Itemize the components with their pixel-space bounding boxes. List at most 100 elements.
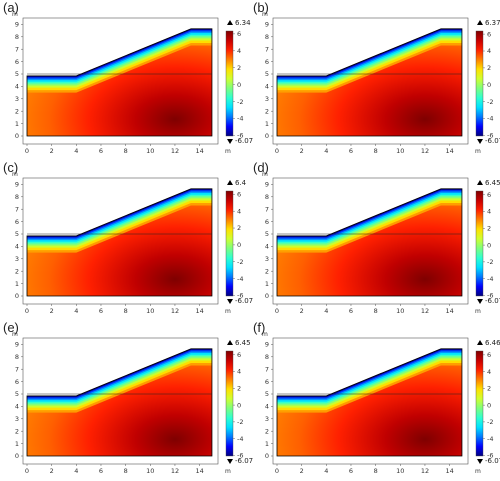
y-tick-label: 8 xyxy=(15,33,19,41)
y-tick-label: 5 xyxy=(265,230,269,238)
y-tick-label: 1 xyxy=(15,120,19,128)
panel-label: (d) xyxy=(253,160,269,175)
y-tick-label: 1 xyxy=(15,280,19,288)
y-tick-label: 9 xyxy=(15,21,19,29)
y-tick-label: 8 xyxy=(15,353,19,361)
x-tick-label: 12 xyxy=(171,467,179,475)
max-marker-icon xyxy=(227,340,233,345)
x-tick-label: 6 xyxy=(99,147,103,155)
axes-frame xyxy=(22,17,219,145)
contour-plot: 0 2 4 6 8 10 12 140123456789mm6420-2-4-66.34-6.… xyxy=(12,11,253,155)
slope-boundary xyxy=(276,28,463,137)
panel-e: (e) 0 2 4 6 8 10 12 14 0 1 2 3 4 5 6 7 8 9 m m 6 4 2 0 -2 -4 -6 6.4… xyxy=(0,320,253,480)
y-tick-label: 7 xyxy=(15,365,19,373)
x-tick-label: 2 xyxy=(300,467,304,475)
x-tick-label: 2 xyxy=(300,147,304,155)
x-tick-label: 12 xyxy=(421,307,429,315)
x-tick-label: 10 xyxy=(396,307,404,315)
x-tick-label: 12 xyxy=(171,147,179,155)
x-tick-label: 4 xyxy=(324,147,328,155)
x-tick-label: 0 xyxy=(25,467,29,475)
x-tick-label: 14 xyxy=(195,147,203,155)
x-tick-label: 10 xyxy=(146,307,154,315)
colorbar-min-label: -6.07 xyxy=(235,137,253,145)
y-tick-label: 8 xyxy=(265,33,269,41)
y-tick-label: 8 xyxy=(15,193,19,201)
x-tick-label: 14 xyxy=(445,307,453,315)
colorbar-tick-label: -2 xyxy=(237,98,243,106)
y-tick-label: 5 xyxy=(265,70,269,78)
colorbar-tick-label: -4 xyxy=(237,275,243,283)
colorbar-tick-label: -2 xyxy=(237,418,243,426)
colorbar: 6 4 2 0 -2 -4 -6 xyxy=(225,20,243,144)
panel-label: (b) xyxy=(253,0,269,15)
colorbar-min-label: -6.07 xyxy=(485,457,500,465)
colorbar-tick-label: -2 xyxy=(487,418,493,426)
y-tick-label: 4 xyxy=(15,403,19,411)
slope-boundary xyxy=(26,348,213,457)
colorbar-tick-label: 6 xyxy=(237,351,241,359)
x-unit-label: m xyxy=(475,308,481,315)
colorbar-tick-label: 2 xyxy=(487,64,491,72)
min-marker-icon xyxy=(227,139,233,144)
colorbar-tick-label: 4 xyxy=(487,208,491,216)
x-tick-label: 8 xyxy=(124,147,128,155)
y-tick-label: 7 xyxy=(265,365,269,373)
y-tick-label: 4 xyxy=(15,83,19,91)
colorbar-tick-label: 6 xyxy=(487,30,491,38)
colorbar: 6 4 2 0 -2 -4 -6 xyxy=(475,20,493,144)
max-marker-icon xyxy=(477,180,483,185)
x-tick-label: 2 xyxy=(300,307,304,315)
colorbar-tick-label: 6 xyxy=(487,191,491,199)
x-tick-label: 8 xyxy=(374,147,378,155)
min-marker-icon xyxy=(477,139,483,144)
y-tick-label: 4 xyxy=(265,83,269,91)
colorbar-tick-label: 0 xyxy=(237,241,241,249)
contour-plot: 0 2 4 6 8 10 12 140123456789mm6420-2-4-66.37-6.… xyxy=(262,11,500,155)
x-tick-label: 2 xyxy=(50,147,54,155)
axes-frame xyxy=(272,337,469,465)
field-map xyxy=(27,348,212,456)
x-tick-label: 6 xyxy=(349,307,353,315)
colorbar-max-label: 6.4 xyxy=(235,179,247,187)
y-tick-label: 2 xyxy=(15,427,19,435)
colorbar: 6 4 2 0 -2 -4 -6 xyxy=(225,340,243,464)
x-tick-label: 0 xyxy=(25,147,29,155)
colorbar-max-label: 6.34 xyxy=(235,19,251,27)
x-tick-label: 4 xyxy=(74,147,78,155)
colorbar-tick-label: 0 xyxy=(487,401,491,409)
y-tick-label: 2 xyxy=(265,107,269,115)
x-tick-label: 6 xyxy=(99,307,103,315)
y-tick-label: 0 xyxy=(15,452,19,460)
panel-label: (f) xyxy=(253,320,266,335)
colorbar-tick-label: 2 xyxy=(487,225,491,233)
y-tick-label: 3 xyxy=(265,255,269,263)
panel-label: (e) xyxy=(3,320,19,335)
y-tick-label: 0 xyxy=(265,292,269,300)
panel-d: (d) 0 2 4 6 8 10 12 14 0 1 2 3 4 5 6 7 8 9 m m 6 4 2 0 -2 -4 -6 6.4… xyxy=(250,160,500,320)
colorbar-tick-label: 2 xyxy=(237,64,241,72)
y-tick-label: 1 xyxy=(265,120,269,128)
axes-frame xyxy=(272,177,469,305)
y-tick-label: 8 xyxy=(265,193,269,201)
colorbar: 6 4 2 0 -2 -4 -6 xyxy=(225,180,243,304)
y-tick-label: 3 xyxy=(15,255,19,263)
colorbar-min-label: -6.07 xyxy=(235,297,253,305)
panel-label: (c) xyxy=(3,160,19,175)
x-tick-label: 4 xyxy=(74,307,78,315)
x-unit-label: m xyxy=(225,468,231,475)
colorbar-tick-label: -6 xyxy=(487,132,493,140)
x-unit-label: m xyxy=(225,308,231,315)
max-marker-icon xyxy=(477,340,483,345)
x-tick-label: 2 xyxy=(50,467,54,475)
x-tick-label: 8 xyxy=(124,307,128,315)
y-tick-label: 6 xyxy=(15,58,19,66)
colorbar-tick-label: 0 xyxy=(487,241,491,249)
x-tick-label: 12 xyxy=(421,147,429,155)
slope-boundary xyxy=(26,28,213,137)
colorbar-tick-label: 4 xyxy=(237,368,241,376)
colorbar-tick-label: 4 xyxy=(487,368,491,376)
